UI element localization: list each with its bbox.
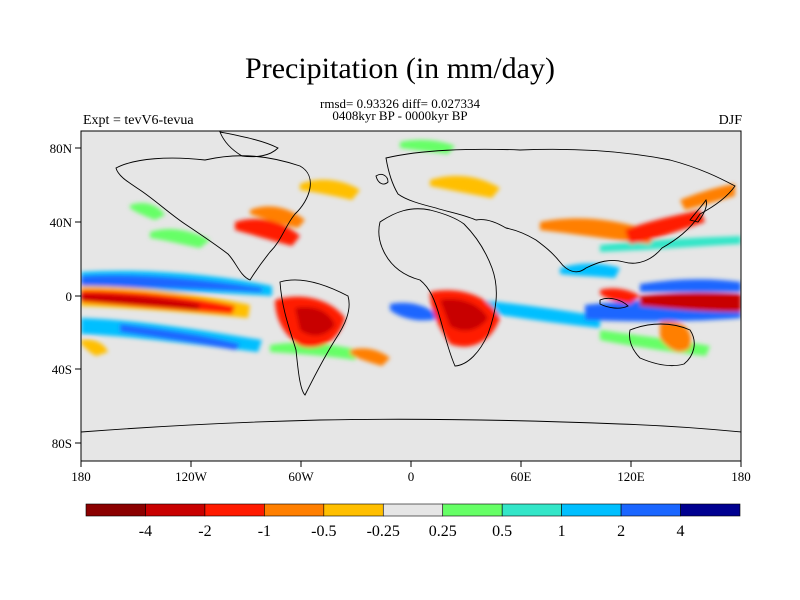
colorbar-label: 0.5 (492, 523, 512, 540)
colorbar-label: -4 (139, 523, 152, 540)
colorbar-swatch (382, 503, 444, 517)
colorbar-swatch (264, 503, 325, 517)
lon-tick-label: 60W (288, 469, 314, 484)
colorbar: -4 -2 -1 -0.5 -0.25 0.25 0.5 1 2 4 (85, 503, 741, 540)
lon-tick-label: 180 (731, 469, 751, 484)
lat-tick-label: 40N (50, 215, 73, 230)
period-text: 0408kyr BP - 0000kyr BP (332, 108, 468, 123)
lon-tick-label: 0 (408, 469, 415, 484)
colorbar-label: -0.25 (367, 523, 400, 540)
colorbar-swatch (145, 503, 206, 517)
colorbar-label: -2 (198, 523, 211, 540)
colorbar-label: 4 (677, 523, 685, 540)
colorbar-swatch (501, 503, 562, 517)
stats-text: rmsd= 0.93326 diff= 0.027334 (320, 96, 480, 111)
map-title: Precipitation (in mm/day) (245, 52, 555, 85)
colorbar-swatch (561, 503, 622, 517)
lat-tick-label: 80N (50, 141, 73, 156)
lat-tick-label: 80S (52, 436, 72, 451)
colorbar-label: 0.25 (429, 523, 457, 540)
colorbar-swatch (85, 503, 146, 517)
coastlines (81, 131, 741, 433)
experiment-label: Expt = tevV6-tevua (83, 113, 194, 128)
colorbar-swatch (204, 503, 265, 517)
precipitation-field (81, 131, 741, 461)
colorbar-swatch (620, 503, 681, 517)
lon-tick-label: 60E (511, 469, 532, 484)
colorbar-label: -0.5 (311, 523, 336, 540)
lat-tick-label: 40S (52, 362, 72, 377)
lat-tick-label: 0 (66, 289, 73, 304)
lon-tick-label: 120E (617, 469, 645, 484)
lon-tick-label: 180 (71, 469, 91, 484)
colorbar-label: -1 (258, 523, 271, 540)
colorbar-swatch (323, 503, 384, 517)
latitude-axis: 80N 40N 0 40S 80S (50, 141, 81, 451)
longitude-axis: 180 120W 60W 0 60E 120E 180 (71, 461, 751, 484)
colorbar-label: 1 (558, 523, 566, 540)
colorbar-swatch (680, 503, 741, 517)
colorbar-label: 2 (617, 523, 625, 540)
lon-tick-label: 120W (175, 469, 208, 484)
colorbar-swatch (442, 503, 503, 517)
season-label: DJF (718, 113, 742, 128)
